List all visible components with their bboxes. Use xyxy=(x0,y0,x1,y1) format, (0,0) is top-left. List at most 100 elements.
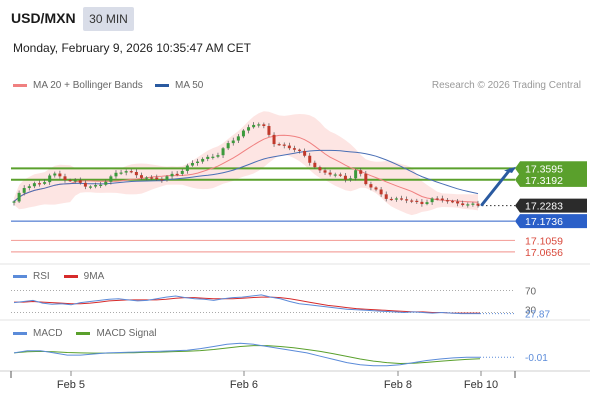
legend-swatch-rsi-ma xyxy=(63,275,78,278)
candle-body xyxy=(303,150,307,156)
candle-body xyxy=(328,172,332,175)
candle-body xyxy=(155,177,159,180)
candle-body xyxy=(394,198,398,200)
candle-body xyxy=(236,136,240,141)
candle-body xyxy=(262,124,266,127)
candle-body xyxy=(160,179,164,181)
rsi-legend: RSI 9MA xyxy=(13,271,104,282)
candle-body xyxy=(379,189,383,195)
level-tag-3 xyxy=(515,214,587,229)
rsi-ma-legend-label: 9MA xyxy=(83,271,105,282)
candle-body xyxy=(323,170,327,173)
macd-signal-legend-label: MACD Signal xyxy=(96,328,157,339)
candle-body xyxy=(145,177,149,179)
level-label-3: 17.1736 xyxy=(525,216,563,228)
candle-body xyxy=(17,192,21,202)
macd-signal-line xyxy=(13,345,481,365)
x-tick-label-3: Feb 10 xyxy=(464,379,498,391)
legend-ma50-label: MA 50 xyxy=(175,80,204,91)
candle-body xyxy=(88,186,92,188)
candle-body xyxy=(374,187,378,190)
legend-swatch-ma50 xyxy=(155,84,169,87)
candle-body xyxy=(476,203,480,206)
attribution: Research © 2026 Trading Central xyxy=(431,80,581,91)
timestamp: Monday, February 9, 2026 10:35:47 AM CET xyxy=(13,41,251,55)
candle-body xyxy=(211,156,215,158)
legend-swatch-ma20 xyxy=(13,84,27,87)
candle-body xyxy=(94,185,98,187)
candle-body xyxy=(272,134,276,145)
candle-body xyxy=(354,170,358,179)
bollinger-bands xyxy=(14,111,478,216)
candle-body xyxy=(267,126,271,135)
candle-body xyxy=(231,140,235,144)
candle-body xyxy=(37,183,41,185)
candle-body xyxy=(257,124,261,126)
legend-ma20-bollinger: MA 20 + Bollinger Bands xyxy=(13,80,143,91)
bollinger-band-area xyxy=(14,111,478,216)
candle-body xyxy=(318,167,322,171)
x-tick-label-0: Feb 5 xyxy=(57,379,85,391)
candle-body xyxy=(58,173,62,177)
candle-body xyxy=(292,148,296,150)
legend-ma20-label: MA 20 + Bollinger Bands xyxy=(33,80,143,91)
candle-body xyxy=(114,172,118,177)
level-label-resistance-top: 17.3595 xyxy=(525,163,563,175)
candle-body xyxy=(451,201,455,203)
candle-body xyxy=(134,171,138,176)
timeframe-badge[interactable]: 30 MIN xyxy=(83,7,134,31)
candle-body xyxy=(400,198,404,200)
candle-body xyxy=(83,182,87,187)
candle-body xyxy=(252,124,256,128)
macd-legend-label: MACD xyxy=(33,328,63,339)
candle-body xyxy=(425,202,429,205)
candle-body xyxy=(435,198,439,200)
candle-body xyxy=(175,173,179,176)
candle-body xyxy=(384,194,388,199)
level-label-2: 17.2283 xyxy=(525,201,563,213)
candle-body xyxy=(343,175,347,180)
candle-body xyxy=(22,188,26,193)
candle-body xyxy=(68,180,72,182)
candle-body xyxy=(389,198,393,201)
rsi-level-label-70: 70 xyxy=(525,287,537,298)
candle-body xyxy=(129,171,133,173)
x-tick-label-2: Feb 8 xyxy=(384,379,412,391)
candle-body xyxy=(43,182,47,184)
x-tick-label-1: Feb 6 xyxy=(230,379,258,391)
candle-body xyxy=(287,145,291,149)
ma20-line xyxy=(13,134,479,203)
candles xyxy=(12,122,480,208)
trend-arrow-head xyxy=(504,166,516,174)
candle-body xyxy=(349,178,353,180)
candle-body xyxy=(369,184,373,188)
candle-body xyxy=(221,148,225,156)
candle-body xyxy=(405,199,409,201)
candle-body xyxy=(445,200,449,202)
candle-body xyxy=(277,144,281,146)
macd-legend: MACD MACD Signal xyxy=(13,328,156,339)
candle-body xyxy=(185,165,189,171)
candle-body xyxy=(313,162,317,168)
candle-body xyxy=(150,177,154,179)
candle-body xyxy=(338,174,342,176)
candle-body xyxy=(364,173,368,185)
price-levels xyxy=(11,167,515,253)
rsi-current-value: 27.87 xyxy=(525,310,550,321)
candle-body xyxy=(48,175,52,183)
candle-body xyxy=(119,172,123,174)
legend-ma50: MA 50 xyxy=(155,80,203,91)
candle-body xyxy=(430,198,434,203)
candle-body xyxy=(456,201,460,204)
candle-body xyxy=(12,201,16,203)
level-label-resistance-bottom: 17.3192 xyxy=(525,175,563,187)
rsi-ma-line xyxy=(14,296,480,314)
candle-body xyxy=(466,204,470,206)
candle-body xyxy=(165,176,169,181)
candle-body xyxy=(226,143,230,149)
level-tag-2 xyxy=(515,198,587,213)
candle-body xyxy=(32,183,36,187)
